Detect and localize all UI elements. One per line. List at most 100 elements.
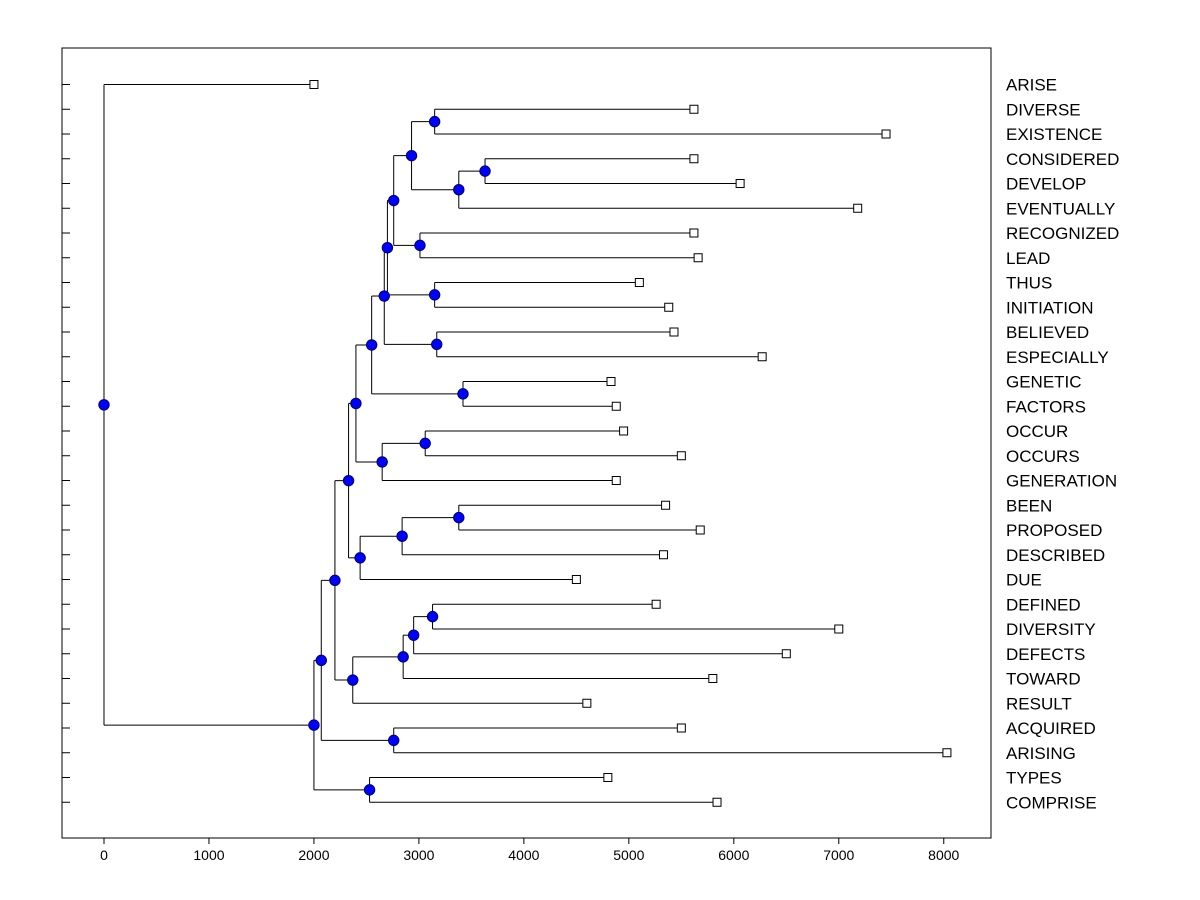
leaf-marker xyxy=(781,649,791,659)
merge-node xyxy=(419,437,431,450)
leaf-label: DIVERSE xyxy=(1006,100,1081,119)
leaf-label: ESPECIALLY xyxy=(1006,348,1109,367)
leaf-label: INITIATION xyxy=(1006,298,1094,317)
merge-node xyxy=(431,338,443,351)
leaf-label: ARISING xyxy=(1006,744,1076,763)
x-tick-label: 3000 xyxy=(403,847,434,863)
merge-node xyxy=(453,183,465,196)
x-tick-label: 5000 xyxy=(613,847,644,863)
merge-node xyxy=(350,397,362,410)
leaf-label: OCCUR xyxy=(1006,422,1068,441)
leaf-marker xyxy=(658,550,668,560)
leaf-label: CONSIDERED xyxy=(1006,150,1119,169)
merge-node xyxy=(98,399,110,411)
leaf-label: TOWARD xyxy=(1006,670,1081,689)
leaf-label: DUE xyxy=(1006,571,1042,590)
leaf-marker xyxy=(735,179,745,188)
x-tick-label: 6000 xyxy=(718,847,749,863)
merge-node xyxy=(381,241,394,254)
leaf-label: GENERATION xyxy=(1006,472,1117,491)
leaf-marker xyxy=(881,129,891,139)
leaf-label: DEFINED xyxy=(1006,595,1081,614)
leaf-marker xyxy=(651,599,661,609)
merge-node xyxy=(426,610,439,623)
leaf-label: COMPRISE xyxy=(1006,793,1097,812)
leaf-marker xyxy=(942,748,952,758)
merge-node xyxy=(376,456,388,468)
merge-node xyxy=(457,388,469,400)
leaf-label: ARISE xyxy=(1006,76,1057,95)
merge-node xyxy=(308,719,320,731)
leaf-marker xyxy=(689,228,699,238)
leaf-label: DEVELOP xyxy=(1006,175,1086,194)
leaf-label: GENETIC xyxy=(1006,373,1082,392)
leaf-label: BEEN xyxy=(1006,496,1052,515)
leaf-label: FACTORS xyxy=(1006,397,1086,416)
leaf-label: BELIEVED xyxy=(1006,323,1089,342)
merge-node xyxy=(388,734,400,747)
leaf-label: PROPOSED xyxy=(1006,521,1102,540)
leaf-label: EXISTENCE xyxy=(1006,125,1102,144)
plot-frame-layer xyxy=(61,47,992,839)
leaf-label-layer: ARISE DIVERSE EXISTENCE CONSIDERED DEVELOP EV… xyxy=(1006,76,1119,813)
leaf-label: DEFECTS xyxy=(1006,645,1085,664)
merge-node xyxy=(479,165,491,177)
leaf-marker xyxy=(611,476,621,485)
merge-node xyxy=(363,784,376,796)
x-tick-label: 4000 xyxy=(508,847,539,863)
leaf-marker xyxy=(834,624,844,634)
leaf-marker xyxy=(676,451,686,461)
leaf-marker xyxy=(757,352,767,362)
leaf-marker xyxy=(853,203,863,213)
leaf-marker xyxy=(693,253,703,263)
merge-node xyxy=(428,289,441,301)
leaf-marker xyxy=(708,674,718,683)
node-layer xyxy=(98,80,952,807)
leaf-label: DESCRIBED xyxy=(1006,546,1105,565)
merge-node xyxy=(428,115,441,128)
leaf-label: LEAD xyxy=(1006,249,1050,268)
link-layer xyxy=(103,84,947,803)
x-tick-label: 8000 xyxy=(928,847,959,863)
tick-layer: 0 1000 2000 3000 4000 5000 6000 7000 8000 xyxy=(62,84,960,863)
leaf-marker xyxy=(669,327,679,337)
leaf-marker xyxy=(695,525,705,535)
leaf-label: RESULT xyxy=(1006,694,1072,713)
merge-node xyxy=(378,290,390,302)
leaf-label: DIVERSITY xyxy=(1006,620,1096,639)
merge-node xyxy=(407,629,420,641)
merge-node xyxy=(396,530,408,542)
leaf-marker xyxy=(309,80,319,89)
plot-frame xyxy=(61,47,992,839)
leaf-label: THUS xyxy=(1006,274,1052,293)
leaf-label: RECOGNIZED xyxy=(1006,224,1119,243)
x-tick-label: 2000 xyxy=(298,847,329,863)
leaf-marker xyxy=(661,500,671,510)
leaf-marker xyxy=(634,278,644,287)
leaf-marker xyxy=(606,377,616,386)
leaf-label: TYPES xyxy=(1006,769,1062,788)
leaf-marker xyxy=(611,401,621,411)
leaf-marker xyxy=(676,723,686,733)
merge-node xyxy=(405,149,418,162)
leaf-marker xyxy=(619,426,629,436)
leaf-marker xyxy=(689,104,699,114)
leaf-label: OCCURS xyxy=(1006,447,1080,466)
merge-node xyxy=(347,674,359,686)
leaf-marker xyxy=(571,575,581,584)
leaf-marker xyxy=(712,797,722,807)
leaf-label: EVENTUALLY xyxy=(1006,199,1115,218)
x-tick-label: 7000 xyxy=(823,847,854,863)
merge-node xyxy=(388,194,400,207)
merge-node xyxy=(414,239,426,252)
x-tick-label: 1000 xyxy=(193,847,224,863)
x-tick-label: 0 xyxy=(100,847,108,863)
leaf-marker xyxy=(582,698,592,708)
merge-node xyxy=(342,474,355,487)
merge-node xyxy=(365,339,378,351)
leaf-marker xyxy=(603,773,613,782)
merge-node xyxy=(315,654,327,667)
merge-node xyxy=(453,511,465,524)
leaf-marker xyxy=(664,302,674,312)
